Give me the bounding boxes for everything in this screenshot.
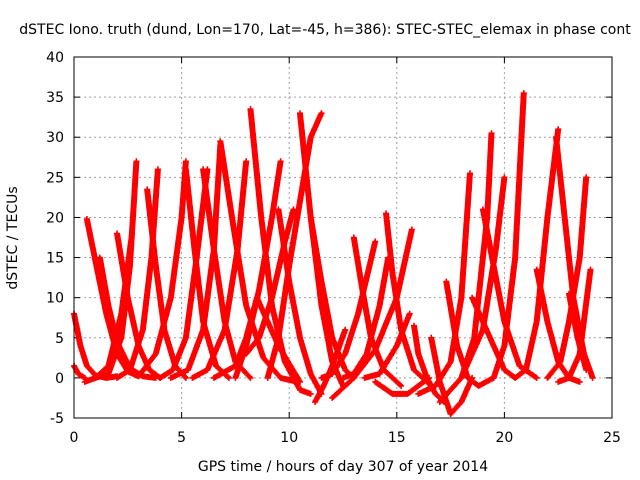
data-point-markers	[275, 206, 325, 397]
y-tick-label: 15	[46, 251, 64, 267]
data-point-markers	[566, 290, 590, 373]
data-series	[415, 170, 473, 397]
data-series	[135, 158, 189, 380]
data-series	[189, 158, 250, 381]
data-point-markers	[114, 230, 164, 381]
grid-lines	[74, 57, 612, 418]
data-point-markers	[361, 310, 413, 381]
data-series	[329, 226, 415, 401]
y-tick-label: -5	[50, 411, 64, 427]
data-point-markers	[135, 158, 189, 380]
x-tick-label: 5	[177, 430, 186, 446]
x-axis-label: GPS time / hours of day 307 of year 2014	[198, 459, 488, 475]
y-tick-label: 5	[55, 331, 64, 347]
data-series	[512, 126, 562, 381]
y-tick-label: 0	[55, 371, 64, 387]
data-point-markers	[458, 130, 495, 381]
data-points	[71, 90, 596, 417]
data-point-markers	[512, 126, 562, 381]
data-series	[361, 310, 413, 381]
y-tick-label: 20	[46, 210, 64, 226]
data-series	[566, 290, 590, 373]
y-axis-label: dSTEC / TECUs	[5, 186, 21, 289]
y-tick-label: 35	[46, 90, 64, 106]
chart-title: dSTEC Iono. truth (dund, Lon=170, Lat=-4…	[19, 22, 631, 38]
plot-frame	[73, 56, 613, 419]
x-tick-label: 25	[603, 430, 621, 446]
y-tick-label: 30	[46, 130, 64, 146]
data-series	[232, 158, 284, 381]
data-point-markers	[189, 158, 250, 381]
x-tick-label: 20	[495, 430, 513, 446]
data-series	[372, 374, 433, 397]
data-point-markers	[372, 374, 433, 397]
data-series	[275, 206, 325, 397]
x-tick-label: 10	[280, 430, 298, 446]
data-series	[114, 230, 164, 381]
data-series	[490, 90, 527, 381]
y-tick-label: 10	[46, 291, 64, 307]
y-tick-label: 40	[46, 50, 64, 66]
data-point-markers	[329, 226, 415, 401]
x-tick-label: 15	[388, 430, 406, 446]
x-tick-label: 0	[70, 430, 79, 446]
y-tick-label: 25	[46, 170, 64, 186]
data-point-markers	[232, 158, 284, 381]
data-series	[458, 130, 495, 381]
data-point-markers	[415, 170, 473, 397]
data-point-markers	[490, 90, 527, 381]
